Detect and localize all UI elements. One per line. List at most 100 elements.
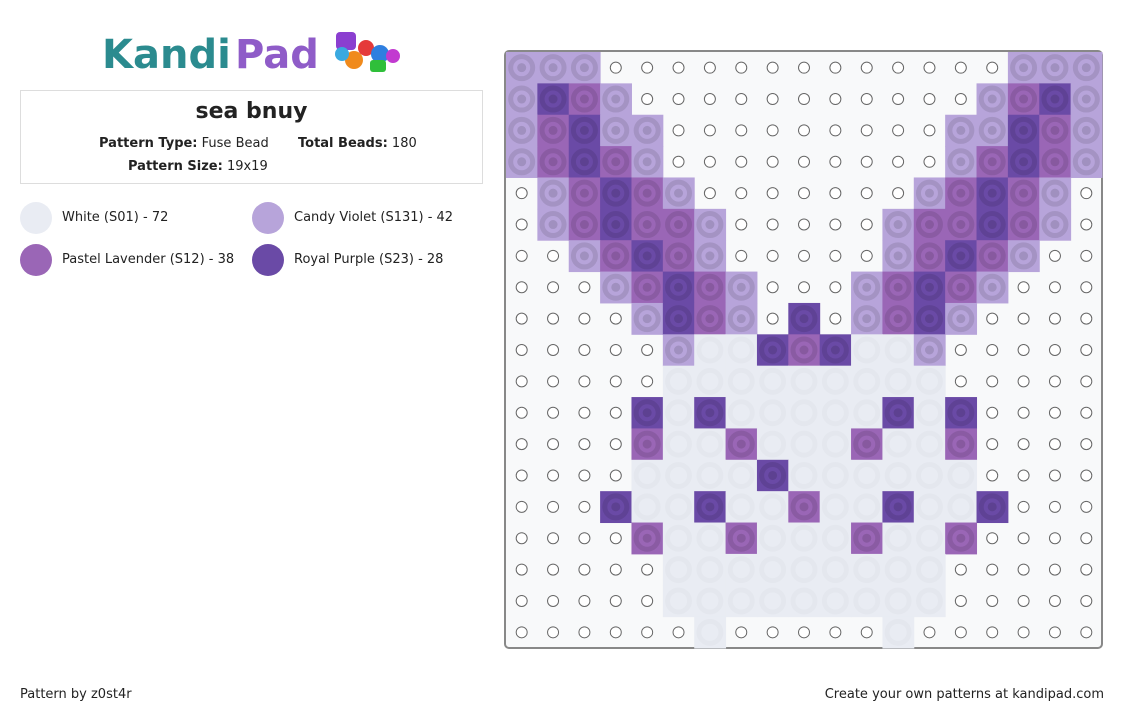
empty-peg [1017,344,1030,356]
empty-peg [578,594,591,607]
bead-cell [913,459,946,492]
empty-peg [547,281,560,294]
bead-hole [956,282,966,292]
bead [570,148,598,176]
empty-peg [860,124,873,137]
bead-hole [611,94,621,104]
bead-hole [674,251,684,261]
empty-peg [735,218,748,231]
empty-peg [547,344,560,356]
bead [508,54,536,82]
bead-hole [1050,188,1060,198]
empty-peg [578,344,591,356]
empty-peg [954,61,967,74]
bead-hole [1081,94,1091,104]
empty-peg [860,187,873,200]
empty-peg [860,218,873,231]
bead [727,430,755,458]
empty-peg [766,124,779,137]
empty-peg [547,406,560,419]
empty-peg [1080,249,1093,262]
bead-hole [736,533,746,543]
empty-peg [766,93,779,106]
bead [915,305,943,333]
bead-cell [788,522,821,555]
color-swatch [252,202,284,234]
bead-hole [1019,125,1029,135]
bead-hole [705,251,715,261]
bead [665,179,693,207]
empty-peg [829,155,842,168]
bead [570,85,598,113]
info-box: sea bnuy Pattern Type: Fuse Bead Total B… [20,90,483,184]
empty-peg [1017,406,1030,419]
empty-peg [1048,375,1061,388]
empty-peg [515,626,528,639]
empty-peg [515,532,528,545]
bead-hole [956,125,966,135]
empty-peg [515,312,528,325]
bead [633,273,661,301]
bead-hole [987,157,997,167]
bead-hole [548,94,558,104]
empty-peg [954,626,967,639]
bead [978,273,1006,301]
bead [978,85,1006,113]
empty-peg [641,61,654,74]
empty-peg [1017,500,1030,513]
bead-hole [924,251,934,261]
bead [570,116,598,144]
empty-peg [578,312,591,325]
empty-peg [641,344,654,356]
empty-peg [860,93,873,106]
empty-peg [860,155,873,168]
pattern-size: Pattern Size: 19x19 [128,159,268,174]
empty-peg [1080,406,1093,419]
bead [539,148,567,176]
bead-hole [642,251,652,261]
bead-hole [736,282,746,292]
footer-link[interactable]: Create your own patterns at kandipad.com [824,687,1104,702]
bead-cell [788,585,821,618]
empty-peg [766,249,779,262]
logo: Kandi Pad [102,32,400,78]
bead [947,524,975,552]
empty-peg [923,626,936,639]
empty-peg [515,344,528,356]
bead [947,242,975,270]
bead-hole [893,314,903,324]
bead-hole [956,251,966,261]
bead-cell [662,522,695,555]
empty-peg [1048,406,1061,419]
bead-cell [945,491,978,524]
empty-peg [1080,375,1093,388]
bead-cell [725,397,758,429]
empty-peg [798,626,810,639]
empty-peg [986,626,999,639]
empty-peg [1080,563,1093,576]
empty-peg [609,406,622,419]
empty-peg [515,594,528,607]
bead-cell [694,585,727,618]
bead-hole [1019,94,1029,104]
bead-hole [1050,125,1060,135]
bead-cell [788,428,821,461]
logo-text: Kandi [102,32,231,78]
bead [884,211,912,239]
empty-peg [892,187,905,200]
empty-peg [986,406,999,419]
bead-cell [756,522,789,555]
bead [508,85,536,113]
bead [696,399,724,427]
empty-peg [986,469,999,482]
empty-peg [798,124,810,137]
bead [1072,85,1100,113]
bead-hole [956,157,966,167]
bead-hole [893,282,903,292]
bead [978,148,1006,176]
bead-hole [987,502,997,512]
bead-hole [611,251,621,261]
bead [853,430,881,458]
empty-peg [829,61,842,74]
empty-peg [1017,563,1030,576]
